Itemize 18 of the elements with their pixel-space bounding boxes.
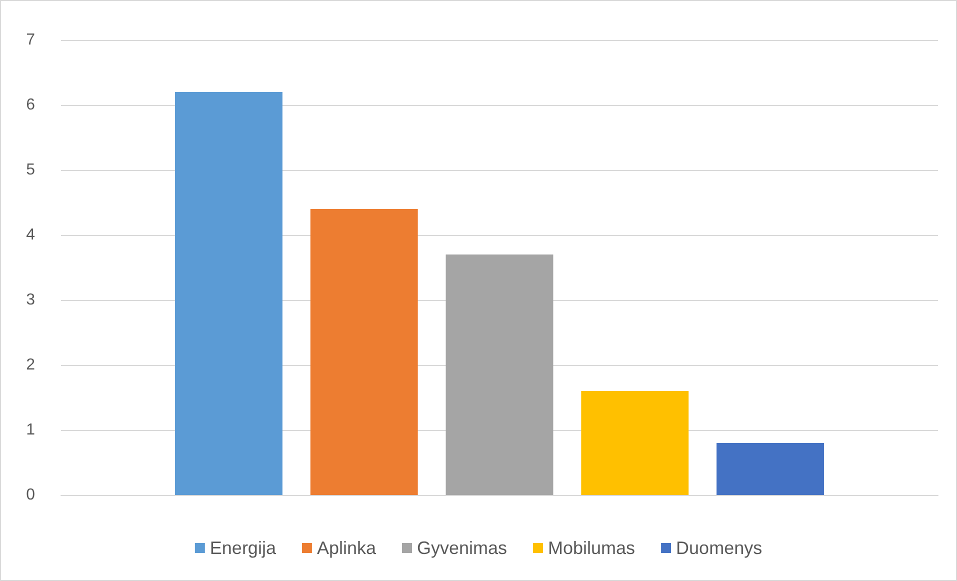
legend-label: Duomenys [676,538,762,558]
bar [581,391,689,495]
legend-label: Aplinka [316,538,377,558]
y-tick-label: 5 [26,162,36,178]
y-tick-label: 3 [26,292,36,308]
y-tick-label: 6 [26,96,36,114]
legend-label: Gyvenimas [416,538,508,558]
y-tick-label: 1 [26,422,36,438]
y-tick-label: 2 [26,356,36,374]
bar [716,443,824,495]
bar [310,209,418,495]
y-tick-label: 0 [26,486,36,504]
bar [175,92,282,495]
y-tick-label: 7 [26,32,36,48]
bar [446,254,554,495]
legend-label: Mobilumas [548,538,636,558]
y-tick-label: 4 [26,226,36,244]
legend-label: Energija [210,538,277,558]
